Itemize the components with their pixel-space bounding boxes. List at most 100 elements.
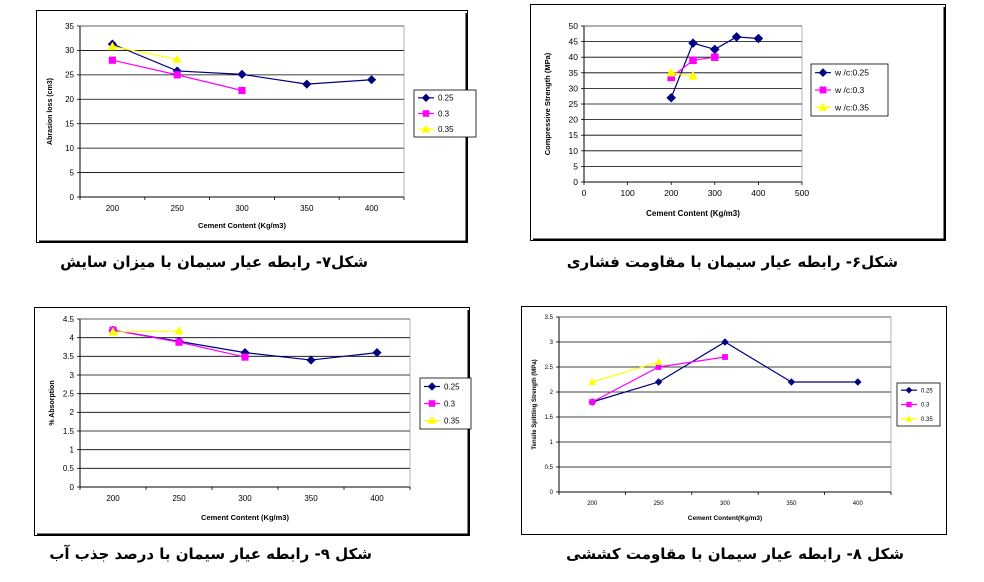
data-point xyxy=(238,86,246,95)
series-line xyxy=(112,45,178,60)
y-tick-label: 40 xyxy=(569,52,579,62)
x-tick-label: 250 xyxy=(171,204,185,213)
y-tick-label: 2 xyxy=(550,390,554,396)
legend-label: 0.35 xyxy=(438,125,454,134)
x-axis-title: Cement Content (Kg/m3) xyxy=(198,221,286,230)
data-point xyxy=(107,41,118,51)
x-tick-label: 300 xyxy=(708,188,722,198)
y-axis-title: % Absorption xyxy=(49,380,56,425)
legend-marker xyxy=(428,400,436,407)
series-wc0.3 xyxy=(667,53,719,82)
legend-marker xyxy=(905,415,913,422)
y-axis-title: Tensile Splitting Strength (MPa) xyxy=(532,359,538,449)
legend-marker xyxy=(905,386,913,394)
x-tick-label: 100 xyxy=(621,188,635,198)
caption-fig8: شکل ۸- رابطه عیار سیمان با مقاومت کششی xyxy=(566,545,904,563)
legend-label: 0.25 xyxy=(438,94,454,103)
legend-label: 0.35 xyxy=(921,417,933,423)
data-point xyxy=(173,71,181,79)
caption-fig9: شکل ۹- رابطه عیار سیمان با درصد جذب آب xyxy=(49,545,372,563)
y-tick-label: 50 xyxy=(569,21,579,31)
y-tick-label: 30 xyxy=(65,46,74,55)
data-point xyxy=(175,338,183,346)
y-tick-label: 5 xyxy=(70,168,75,177)
plot-area xyxy=(80,26,404,197)
legend-marker xyxy=(906,401,912,408)
y-tick-label: 15 xyxy=(65,120,74,129)
data-point xyxy=(241,353,249,361)
y-tick-label: 30 xyxy=(569,83,579,93)
y-tick-label: 20 xyxy=(569,115,579,125)
legend-marker xyxy=(819,86,827,94)
data-point xyxy=(172,54,182,63)
data-point xyxy=(753,33,764,44)
legend-label: w /c:0.3 xyxy=(834,85,865,95)
legend-label: 0.25 xyxy=(921,388,933,394)
legend-label: 0.3 xyxy=(438,109,450,118)
y-tick-label: 10 xyxy=(65,144,74,153)
y-tick-label: 0 xyxy=(70,483,75,492)
series-wc0.35 xyxy=(666,67,698,80)
x-tick-label: 350 xyxy=(300,204,314,213)
legend-label: 0.25 xyxy=(444,382,460,391)
x-tick-label: 300 xyxy=(235,204,249,213)
data-point xyxy=(722,354,728,360)
data-point xyxy=(666,67,677,77)
data-point xyxy=(588,377,597,385)
legend-label: 0.3 xyxy=(921,403,930,409)
series-0.35 xyxy=(108,326,184,336)
data-point xyxy=(721,338,729,346)
series-line xyxy=(112,330,180,333)
y-tick-label: 0 xyxy=(70,193,75,202)
y-tick-label: 4.5 xyxy=(63,315,75,324)
y-tick-label: 2 xyxy=(70,408,75,417)
x-axis-title: Cement Content (Kg/m3) xyxy=(646,209,740,218)
plot-area xyxy=(80,319,410,487)
data-point xyxy=(666,92,676,103)
x-tick-label: 0 xyxy=(582,188,587,198)
y-tick-label: 45 xyxy=(569,37,579,47)
chart-panel-tensile: 0 0.5 1 1.5 2 2.5 3 3.5 200 250 300 350 400 Cement Co… xyxy=(521,306,947,535)
legend-label: w /c:0.35 xyxy=(834,102,869,112)
x-tick-label: 200 xyxy=(664,188,678,198)
series-line xyxy=(592,361,659,383)
data-point xyxy=(689,56,697,65)
caption-fig7: شکل۷- رابطه عیار سیمان با میزان سایش xyxy=(60,253,368,271)
data-point xyxy=(372,348,382,358)
x-tick-label: 350 xyxy=(786,501,797,507)
y-tick-label: 15 xyxy=(569,130,579,140)
data-point xyxy=(688,38,698,48)
legend-marker xyxy=(421,124,431,133)
series-wc0.25 xyxy=(666,32,764,103)
x-tick-label: 500 xyxy=(795,188,809,198)
data-point xyxy=(731,32,742,42)
plot-area xyxy=(559,317,891,492)
data-point xyxy=(688,70,698,80)
data-point xyxy=(302,79,312,89)
data-point xyxy=(654,378,663,386)
data-point xyxy=(654,357,663,365)
chart-panel-absorption: 0 0.5 1 1.5 2 2.5 3 3.5 4 4.5 200 250 300 350 400 Cemen… xyxy=(34,307,472,536)
data-point xyxy=(787,378,796,386)
y-axis-title: Abrasion loss (cm3) xyxy=(47,78,54,145)
series-0.3 xyxy=(108,56,246,95)
caption-fig6: شکل۶- رابطه عیار سیمان با مقاومت فشاری xyxy=(566,253,898,271)
x-tick-label: 300 xyxy=(720,501,731,507)
chart-abrasion: 0 5 10 15 20 25 30 35 200 250 300 350 400 Cement Cont… xyxy=(36,10,477,243)
y-tick-label: 3 xyxy=(550,340,554,346)
x-tick-label: 400 xyxy=(365,204,379,213)
y-tick-label: 5 xyxy=(573,161,578,171)
x-tick-label: 400 xyxy=(853,501,864,507)
data-point xyxy=(854,378,862,386)
data-point xyxy=(589,399,596,405)
y-tick-label: 0 xyxy=(573,177,578,187)
x-tick-label: 400 xyxy=(370,494,384,503)
y-tick-label: 1 xyxy=(550,440,554,446)
x-tick-label: 350 xyxy=(304,494,318,503)
y-tick-label: 1 xyxy=(70,445,75,454)
y-axis-title: Compressive Strength (MPa) xyxy=(543,52,552,155)
y-tick-label: 35 xyxy=(65,22,74,31)
y-tick-label: 0.5 xyxy=(545,465,554,471)
y-tick-label: 4 xyxy=(70,333,75,342)
